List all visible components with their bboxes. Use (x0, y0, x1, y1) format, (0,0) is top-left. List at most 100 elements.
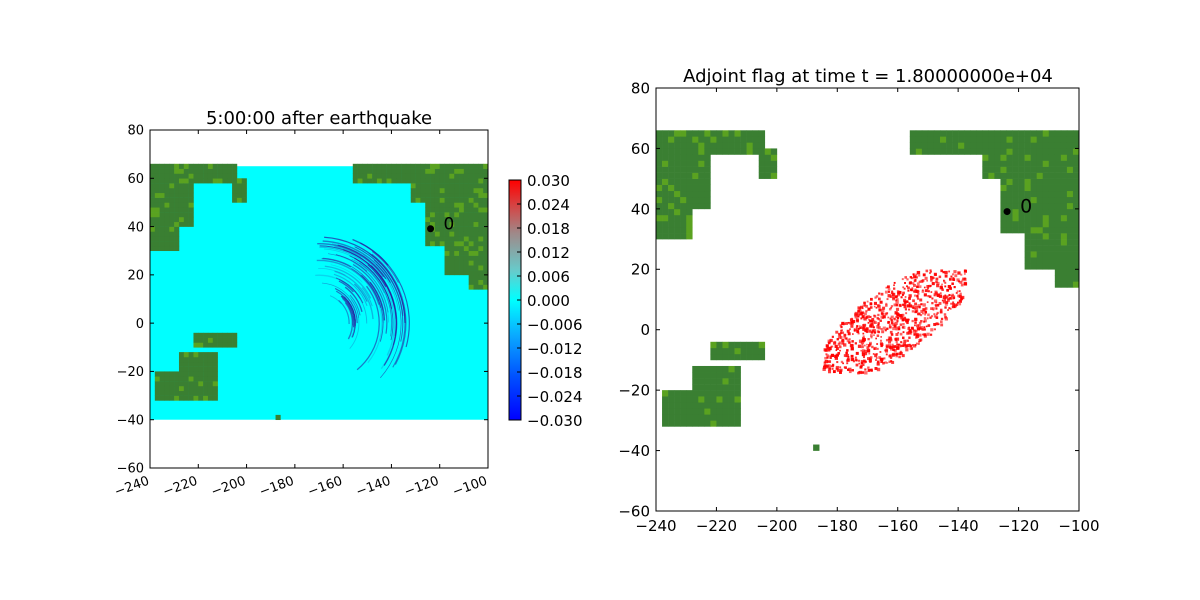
land-cell (444, 236, 450, 242)
flag-cell (827, 339, 831, 343)
land-cell (430, 231, 436, 237)
land-cell (692, 365, 699, 373)
land-cell (1066, 166, 1074, 173)
land-cell (680, 172, 687, 179)
land-cell (1036, 245, 1044, 252)
land-cell (372, 178, 378, 184)
land-cell (1030, 239, 1037, 246)
land-cell (159, 207, 165, 213)
land-cell (232, 337, 238, 343)
land-cell (188, 366, 194, 372)
land-cell (444, 270, 450, 276)
land-cell (662, 154, 669, 161)
land-cell (473, 226, 479, 232)
flag-cell (830, 345, 833, 348)
land-cell (459, 270, 465, 276)
flag-cell (889, 295, 893, 298)
land-cell (188, 192, 194, 198)
land-cell (222, 173, 228, 179)
land-cell (704, 378, 711, 385)
land-cell (668, 196, 675, 204)
land-cell (183, 187, 189, 194)
flag-cell (887, 321, 890, 324)
land-cell (686, 178, 693, 185)
land-cell (193, 337, 199, 343)
land-cell (1054, 166, 1062, 173)
land-cell (680, 178, 687, 185)
land-cell (940, 130, 947, 137)
land-cell (710, 136, 717, 143)
flag-cell (840, 331, 843, 335)
flag-cell (834, 354, 838, 358)
land-cell (154, 197, 160, 203)
land-cell (439, 236, 445, 242)
land-cell (940, 136, 947, 143)
land-cell (704, 365, 711, 373)
land-cell (178, 212, 185, 218)
flag-cell (898, 355, 901, 359)
land-cell (188, 168, 194, 174)
land-cell (1006, 226, 1013, 234)
land-cell (174, 173, 180, 179)
land-cell (686, 184, 693, 192)
wave-arc (338, 299, 350, 324)
land-cell (686, 408, 693, 415)
land-cell (405, 173, 412, 179)
flag-cell (859, 325, 861, 327)
wave-arc (321, 258, 352, 268)
land-cell (740, 130, 747, 137)
land-cell (415, 168, 421, 174)
land-cell (150, 163, 156, 169)
land-cell (217, 332, 223, 338)
land-cell (1072, 184, 1079, 192)
land-cell (430, 187, 436, 194)
land-cell (988, 136, 995, 143)
flag-cell (896, 298, 899, 301)
land-cell (710, 390, 717, 397)
flag-cell (916, 297, 920, 300)
land-cell (362, 168, 368, 174)
land-cell (909, 136, 917, 143)
colorbar-ticks: 0.0300.0240.0180.0120.0060.000−0.006−0.0… (517, 172, 583, 430)
land-cell (1042, 142, 1050, 149)
land-cell (154, 241, 160, 247)
land-cell (716, 148, 723, 155)
land-cell (150, 187, 156, 194)
land-cell (454, 207, 460, 213)
land-cell (434, 183, 441, 189)
chart-title: Adjoint flag at time t = 1.80000000e+04 (683, 66, 1053, 87)
land-cell (698, 190, 705, 198)
land-cell (909, 130, 917, 137)
land-cell (410, 197, 416, 203)
land-cell (1024, 233, 1031, 240)
flag-cell (935, 313, 938, 316)
flag-cell (828, 370, 832, 374)
land-cell (483, 284, 488, 290)
land-cell (704, 130, 711, 137)
flag-cell (846, 368, 850, 371)
flag-cell (906, 285, 908, 288)
land-cell (449, 183, 455, 189)
land-cell (473, 187, 479, 194)
flag-cell (896, 319, 899, 322)
land-cell (680, 154, 687, 161)
land-cell (1060, 202, 1068, 210)
land-cell (454, 183, 460, 189)
axes-frame (149, 129, 489, 469)
land-cell (1054, 263, 1062, 270)
flag-cell (944, 315, 947, 319)
land-cell (674, 142, 681, 149)
flag-cell (890, 321, 894, 324)
land-cell (1024, 251, 1031, 258)
land-cell (680, 166, 687, 173)
land-cell (704, 414, 711, 421)
flag-cell (958, 302, 962, 306)
y-tick-label: −20 (618, 382, 650, 400)
land-cell (198, 168, 204, 174)
flag-cell (898, 327, 901, 331)
land-cell (459, 241, 465, 247)
land-cell (1060, 226, 1068, 234)
wave-arc (353, 283, 368, 302)
flag-cell (963, 282, 968, 286)
land-cell (994, 160, 1001, 167)
